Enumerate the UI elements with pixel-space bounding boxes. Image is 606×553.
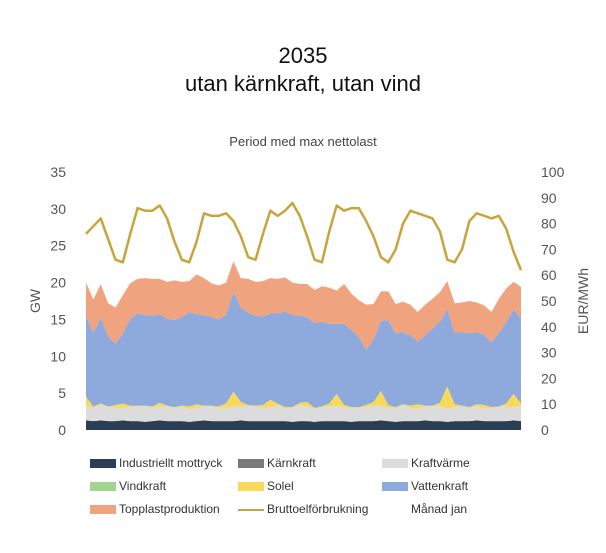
legend-label-industriellt-mottryck: Industriellt mottryck xyxy=(119,456,223,470)
legend-label-vattenkraft: Vattenkraft xyxy=(411,479,469,493)
y-left-tick-label: 5 xyxy=(58,385,66,401)
y-right-tick-label: 90 xyxy=(541,190,557,206)
legend-item-vindkraft: Vindkraft xyxy=(90,479,166,493)
y-right-tick-label: 0 xyxy=(541,422,549,438)
legend-item-karnkraft: Kärnkraft xyxy=(238,456,316,470)
legend-item-industriellt-mottryck: Industriellt mottryck xyxy=(90,456,222,470)
chart-legend: Industriellt mottryck Kärnkraft Kraftvär… xyxy=(0,448,606,528)
y-right-tick-label: 10 xyxy=(541,396,557,412)
y-right-tick-label: 60 xyxy=(541,267,557,283)
y-right-tick-label: 70 xyxy=(541,241,557,257)
legend-label-vindkraft: Vindkraft xyxy=(119,479,167,493)
area-series-topplastproduktion xyxy=(86,261,521,350)
legend-label-solel: Solel xyxy=(267,479,294,493)
legend-swatch-manad-jan xyxy=(382,505,408,515)
legend-label-karnkraft: Kärnkraft xyxy=(267,456,316,470)
y-right-tick-label: 100 xyxy=(541,164,565,180)
y-left-tick-label: 35 xyxy=(50,164,66,180)
y-right-tick-label: 30 xyxy=(541,345,557,361)
chart-subtitle: Period med max nettolast xyxy=(229,134,377,149)
legend-swatch-kraftvarme xyxy=(382,459,408,469)
area-series-kraftvarme xyxy=(86,404,521,422)
legend-label-manad-jan: Månad jan xyxy=(411,502,468,516)
legend-label-topplastproduktion: Topplastproduktion xyxy=(119,502,220,516)
legend-label-kraftvarme: Kraftvärme xyxy=(411,456,470,470)
area-series-solel xyxy=(86,386,521,410)
y-left-tick-label: 0 xyxy=(58,422,66,438)
y-left-tick-label: 10 xyxy=(50,348,66,364)
legend-item-manad-jan: Månad jan xyxy=(382,502,467,516)
y-right-axis-title: EUR/MWh xyxy=(575,268,591,334)
chart-plot: 0 5 10 15 20 25 30 35 0 10 20 30 40 50 60 70 80 90 100 GW EU… xyxy=(27,164,591,438)
line-series-bruttoelforbrukning xyxy=(85,201,523,271)
area-series-industriellt-mottryck xyxy=(86,420,521,430)
y-right-tick-label: 40 xyxy=(541,319,557,335)
legend-label-bruttoelforbrukning: Bruttoelförbrukning xyxy=(267,502,369,516)
legend-item-solel: Solel xyxy=(238,479,294,493)
y-left-axis-title: GW xyxy=(27,288,43,313)
legend-item-topplastproduktion: Topplastproduktion xyxy=(90,502,220,516)
area-series-vattenkraft xyxy=(86,292,521,408)
legend-swatch-karnkraft xyxy=(238,459,264,469)
legend-swatch-vattenkraft xyxy=(382,482,408,492)
y-left-tick-label: 20 xyxy=(50,275,66,291)
legend-item-kraftvarme: Kraftvärme xyxy=(382,456,470,470)
y-left-tick-label: 15 xyxy=(50,311,66,327)
legend-swatch-vindkraft xyxy=(90,482,116,492)
legend-swatch-bruttoelforbrukning xyxy=(238,508,264,511)
legend-item-vattenkraft: Vattenkraft xyxy=(382,479,468,493)
chart-title-year: 2035 xyxy=(278,43,328,68)
chart-title-scenario: utan kärnkraft, utan vind xyxy=(184,71,422,96)
y-left-tick-label: 25 xyxy=(50,238,66,254)
y-right-tick-label: 20 xyxy=(541,370,557,386)
y-right-tick-label: 80 xyxy=(541,216,557,232)
legend-swatch-solel xyxy=(238,482,264,492)
legend-swatch-industriellt-mottryck xyxy=(90,459,116,469)
legend-swatch-topplastproduktion xyxy=(90,505,116,515)
legend-item-bruttoelforbrukning: Bruttoelförbrukning xyxy=(238,502,368,516)
y-right-tick-label: 50 xyxy=(541,293,557,309)
y-left-tick-label: 30 xyxy=(50,201,66,217)
